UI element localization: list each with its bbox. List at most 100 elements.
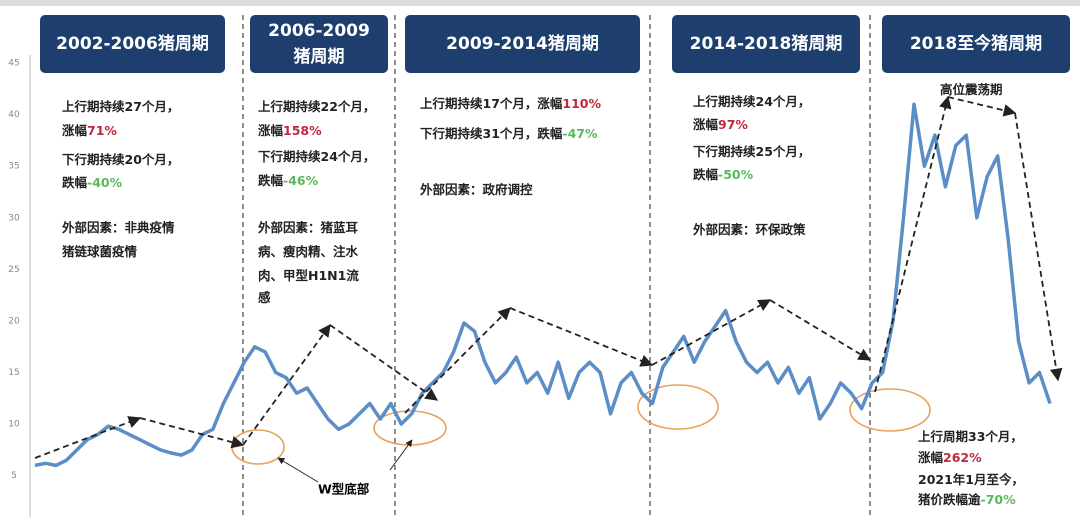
- note-segment: 涨幅: [62, 123, 88, 138]
- top-strip: [0, 0, 1080, 6]
- note-segment: 涨幅: [258, 123, 284, 138]
- trend-arrow: [651, 299, 772, 366]
- pointer: [277, 457, 319, 483]
- note-segment: 外部因素：猪蓝耳: [257, 220, 359, 235]
- note-segment: -40%: [87, 175, 123, 190]
- note-line: 涨幅158%: [258, 123, 322, 138]
- trend-arrow: [242, 323, 331, 446]
- period-title: 2009-2014猪周期: [446, 33, 599, 54]
- note-segment: 外部因素：非典疫情: [61, 220, 175, 235]
- note-line: 2021年1月至今，: [918, 472, 1024, 487]
- note-line: 猪价跌幅逾-70%: [917, 492, 1016, 507]
- note-line: 跌幅-46%: [258, 173, 319, 188]
- note-line: 上行期持续22个月，: [258, 99, 375, 114]
- trend-arrow: [404, 307, 511, 414]
- note-line: 上行周期33个月，: [918, 429, 1023, 444]
- y-tick-label: 40: [8, 110, 20, 120]
- y-tick-label: 15: [8, 368, 19, 378]
- note-line: 上行期持续24个月，: [693, 94, 810, 109]
- note-segment: 跌幅: [62, 175, 88, 190]
- note-line: 涨幅262%: [918, 450, 982, 465]
- y-tick-label: 25: [8, 265, 19, 275]
- y-tick-label: 10: [8, 420, 20, 430]
- note-segment: 上行期持续17个月，涨幅: [420, 96, 563, 111]
- note-segment: 外部因素：环保政策: [692, 222, 806, 237]
- trend-arrow: [509, 307, 654, 367]
- bottom-ellipse: [231, 429, 285, 465]
- note-segment: 上行周期33个月，: [918, 429, 1023, 444]
- note-line: 高位震荡期: [940, 82, 1003, 97]
- note-segment: 下行期持续24个月，: [258, 149, 375, 164]
- note-line: 跌幅-50%: [693, 167, 754, 182]
- note-segment: 病、瘦肉精、注水: [258, 244, 359, 259]
- y-tick-label: 35: [8, 162, 19, 172]
- period-title: 2006-2009: [268, 21, 370, 41]
- trend-arrow: [874, 95, 952, 393]
- period-title: 猪周期: [294, 46, 345, 67]
- note-segment: 上行期持续24个月，: [693, 94, 810, 109]
- note-segment: 158%: [283, 123, 322, 138]
- note-line: 上行期持续27个月，: [62, 99, 179, 114]
- price-line: [34, 102, 1052, 468]
- bottom-ellipse: [637, 384, 719, 430]
- note-segment: 下行期持续25个月，: [693, 144, 810, 159]
- note-segment: 涨幅: [693, 117, 719, 132]
- note-segment: 猪价跌幅逾: [917, 492, 981, 507]
- y-tick-label: 20: [8, 316, 20, 326]
- bottom-ellipse: [849, 388, 931, 432]
- trend-arrow: [139, 417, 245, 449]
- note-segment: 高位震荡期: [940, 82, 1003, 97]
- note-line: 下行期持续24个月，: [258, 149, 375, 164]
- trend-arrow: [947, 96, 1017, 117]
- trend-arrow: [329, 324, 439, 401]
- note-segment: -50%: [718, 167, 754, 182]
- note-line: 病、瘦肉精、注水: [258, 244, 359, 259]
- note-segment: 下行期持续20个月，: [62, 152, 179, 167]
- note-line: 下行期持续31个月，跌幅-47%: [420, 126, 598, 141]
- note-segment: 110%: [562, 96, 601, 111]
- separators: [242, 15, 871, 517]
- trend-arrow: [1014, 112, 1063, 382]
- note-segment: 262%: [943, 450, 982, 465]
- note-line: 感: [258, 290, 271, 305]
- note-segment: 感: [258, 290, 271, 305]
- note-segment: 跌幅: [693, 167, 719, 182]
- note-segment: 肉、甲型H1N1流: [258, 268, 359, 283]
- note-line: 外部因素：非典疫情: [61, 220, 175, 235]
- note-line: 外部因素：环保政策: [692, 222, 806, 237]
- period-header: [405, 15, 640, 73]
- period-header: [250, 15, 388, 73]
- note-line: 涨幅97%: [693, 117, 748, 132]
- period-title: 2002-2006猪周期: [56, 33, 209, 54]
- note-segment: 71%: [87, 123, 117, 138]
- y-tick-label: 30: [8, 213, 20, 223]
- y-tick-label: 5: [11, 471, 17, 481]
- period-header: [672, 15, 860, 73]
- note-line: 跌幅-40%: [62, 175, 123, 190]
- bottom-label: W型底部: [318, 482, 370, 497]
- note-line: 下行期持续20个月，: [62, 152, 179, 167]
- note-segment: -70%: [981, 492, 1017, 507]
- note-segment: 下行期持续31个月，跌幅: [420, 126, 563, 141]
- pointer: [389, 439, 413, 471]
- period-title: 2014-2018猪周期: [690, 33, 843, 54]
- note-line: 猪链球菌疫情: [61, 244, 138, 259]
- y-tick-label: 45: [8, 59, 19, 69]
- note-segment: 外部因素：政府调控: [419, 182, 533, 197]
- note-line: 下行期持续25个月，: [693, 144, 810, 159]
- note-segment: 猪链球菌疫情: [61, 244, 138, 259]
- note-segment: -46%: [283, 173, 319, 188]
- trend-arrow: [769, 299, 872, 361]
- note-line: 肉、甲型H1N1流: [258, 268, 359, 283]
- note-segment: 上行期持续27个月，: [62, 99, 179, 114]
- period-title: 2018至今猪周期: [910, 33, 1042, 54]
- period-header: [882, 15, 1070, 73]
- note-line: 上行期持续17个月，涨幅110%: [420, 96, 601, 111]
- note-segment: 上行期持续22个月，: [258, 99, 375, 114]
- note-segment: 2021年1月至今，: [918, 472, 1024, 487]
- note-line: 涨幅71%: [62, 123, 117, 138]
- note-segment: 97%: [718, 117, 748, 132]
- note-segment: -47%: [562, 126, 598, 141]
- note-segment: 涨幅: [918, 450, 944, 465]
